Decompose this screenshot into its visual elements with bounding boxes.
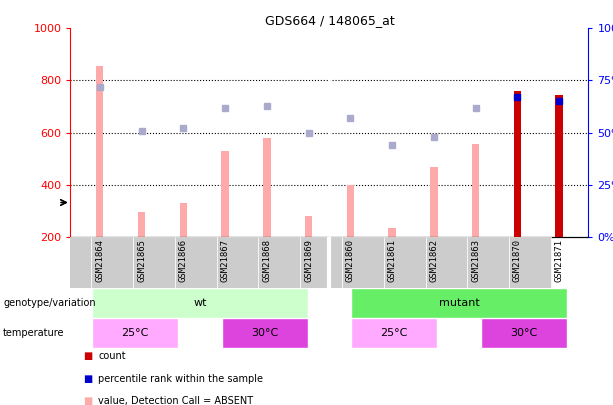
Text: genotype/variation: genotype/variation	[3, 298, 96, 308]
Text: 30°C: 30°C	[251, 328, 278, 338]
Text: GSM21869: GSM21869	[304, 239, 313, 282]
Bar	[92, 288, 308, 318]
Bar	[263, 138, 270, 237]
Bar	[514, 91, 521, 237]
Bar	[50, 237, 91, 288]
Text: ■: ■	[83, 352, 92, 361]
Bar	[346, 185, 354, 237]
Bar	[481, 318, 567, 348]
Text: temperature: temperature	[3, 328, 64, 338]
Bar	[221, 151, 229, 237]
Bar	[467, 237, 509, 288]
Text: GSM21862: GSM21862	[430, 239, 438, 282]
Text: ■: ■	[83, 396, 92, 405]
Bar	[351, 288, 567, 318]
Bar	[305, 216, 313, 237]
Text: GSM21866: GSM21866	[179, 239, 188, 282]
Bar	[175, 237, 217, 288]
Bar	[217, 237, 259, 288]
Text: 30°C: 30°C	[510, 328, 538, 338]
Text: wt: wt	[193, 298, 207, 308]
Text: ■: ■	[83, 374, 92, 384]
Bar	[555, 95, 563, 237]
Bar	[133, 237, 175, 288]
Bar	[351, 318, 438, 348]
Bar	[221, 318, 308, 348]
Text: 25°C: 25°C	[121, 328, 149, 338]
Bar	[389, 228, 396, 237]
Text: GSM21865: GSM21865	[137, 239, 146, 282]
Text: GSM21860: GSM21860	[346, 239, 355, 282]
Bar	[342, 237, 384, 288]
Text: 25°C: 25°C	[381, 328, 408, 338]
Text: GSM21863: GSM21863	[471, 239, 480, 282]
Bar	[300, 237, 342, 288]
Text: GSM21870: GSM21870	[513, 239, 522, 282]
Text: mutant: mutant	[439, 298, 479, 308]
Text: GSM21871: GSM21871	[555, 239, 564, 282]
Text: GSM21861: GSM21861	[387, 239, 397, 282]
Bar	[138, 212, 145, 237]
Bar	[430, 166, 438, 237]
Text: GSM21864: GSM21864	[95, 239, 104, 282]
Bar	[92, 318, 178, 348]
Text: percentile rank within the sample: percentile rank within the sample	[98, 374, 263, 384]
Text: GSM21868: GSM21868	[262, 239, 272, 282]
Bar	[384, 237, 425, 288]
Bar	[96, 66, 104, 237]
Bar	[425, 237, 467, 288]
Bar	[91, 237, 133, 288]
Bar	[259, 237, 300, 288]
Text: GSM21867: GSM21867	[221, 239, 229, 282]
Text: count: count	[98, 352, 126, 361]
Text: value, Detection Call = ABSENT: value, Detection Call = ABSENT	[98, 396, 253, 405]
Bar	[472, 144, 479, 237]
Title: GDS664 / 148065_at: GDS664 / 148065_at	[265, 14, 394, 27]
Bar	[180, 203, 187, 237]
Bar	[509, 237, 551, 288]
